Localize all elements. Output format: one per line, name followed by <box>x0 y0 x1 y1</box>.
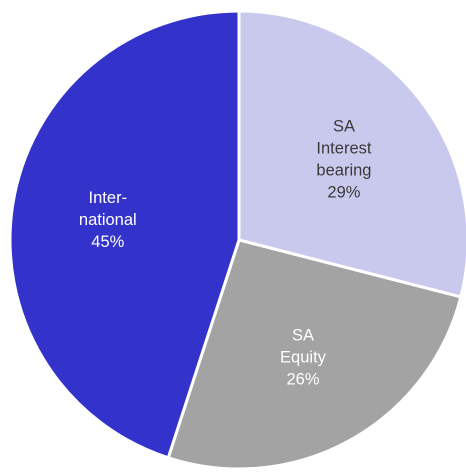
pie-label-sa-interest-bearing: SA Interest bearing 29% <box>316 118 371 202</box>
pie-slice-sa-equity <box>166 238 463 471</box>
pie-label-line: SA <box>292 326 314 344</box>
pie-label-line: Interest <box>316 140 371 158</box>
pie-slice-inter-national <box>8 9 241 460</box>
pie-label-line: national <box>79 211 137 229</box>
pie-label-percent: 29% <box>327 184 360 202</box>
pie-label-line: Inter- <box>89 189 128 207</box>
pie-label-sa-equity: SA Equity 26% <box>280 326 327 388</box>
pie-label-line: SA <box>333 118 355 136</box>
pie-slice-sa-interest-bearing <box>237 9 466 299</box>
pie-label-percent: 45% <box>91 233 124 251</box>
pie-label-line: bearing <box>316 162 371 180</box>
pie-label-line: Equity <box>280 348 327 366</box>
pie-label-percent: 26% <box>286 370 319 388</box>
pie-label-inter-national: Inter-national 45% <box>79 189 137 251</box>
